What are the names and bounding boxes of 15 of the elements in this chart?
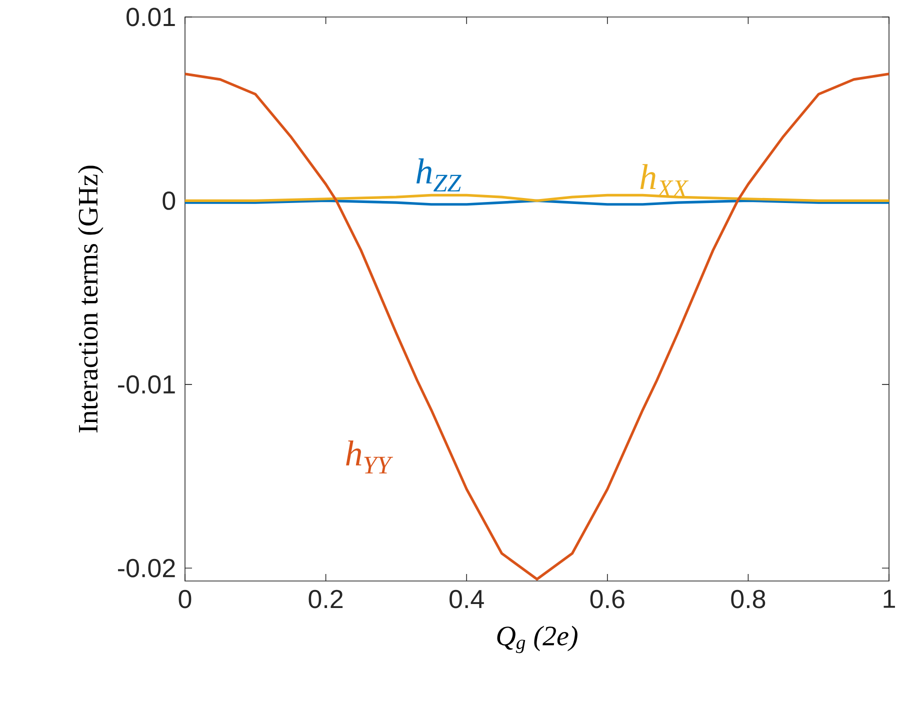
x-tick-label: 0 <box>178 590 192 608</box>
series-label: h$_{YY}$ <box>346 440 394 474</box>
y-axis-title: Interaction terms (GHz) <box>78 166 104 432</box>
x-tick-label: 0.4 <box>450 590 484 608</box>
x-tick-label: 0.6 <box>590 590 624 608</box>
x-tick-label: 0.8 <box>731 590 766 608</box>
x-axis-title: Q$_{g}$ (2e) <box>497 626 578 654</box>
series-label: h$_{ZZ}$ <box>416 158 462 192</box>
x-tick-label: 1 <box>884 590 895 608</box>
line-series <box>185 72 890 580</box>
y-tick-label: -0.02 <box>118 558 175 578</box>
y-tick-label: 0.01 <box>126 8 175 26</box>
y-tick-label: -0.01 <box>118 375 175 394</box>
x-tick-label: 0.2 <box>308 590 343 608</box>
y-tick-label: 0 <box>162 192 176 210</box>
